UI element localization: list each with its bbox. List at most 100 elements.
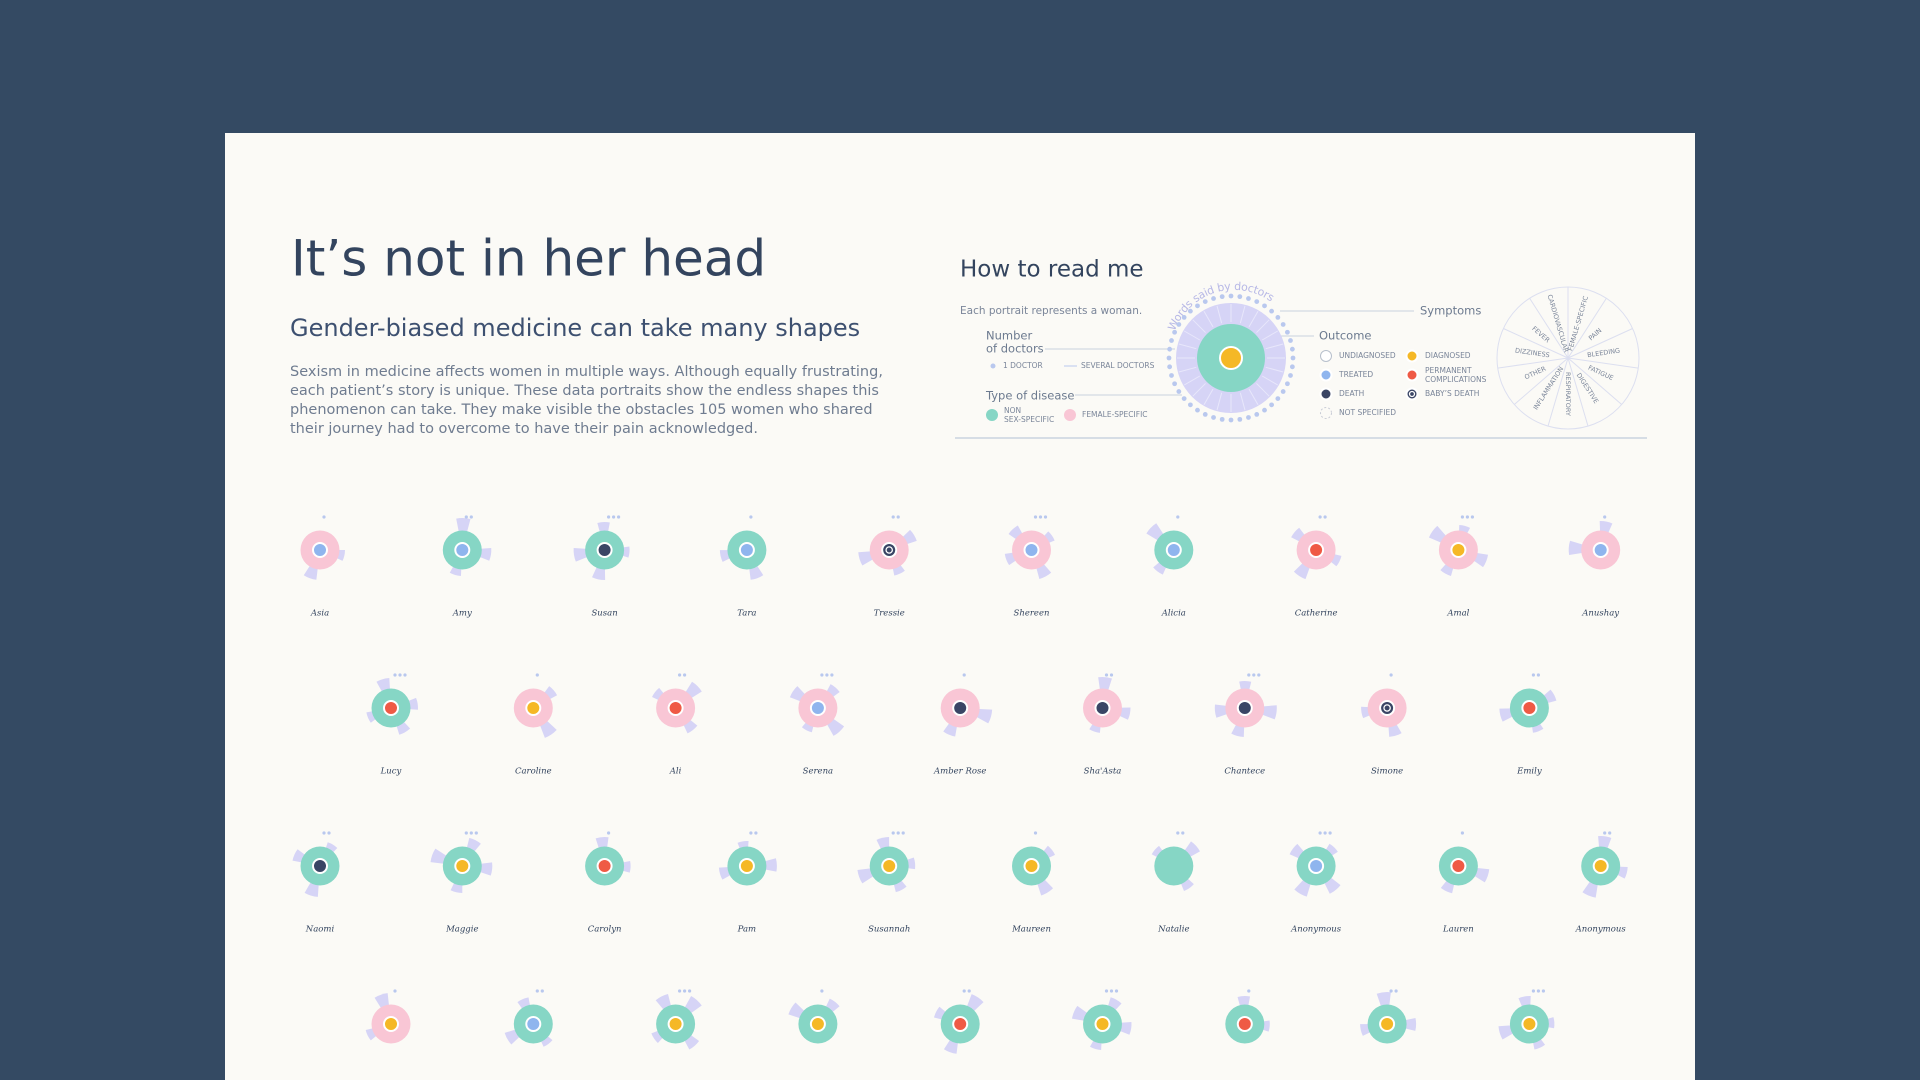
doctor-dot [1195, 407, 1200, 413]
doctor-dot [1290, 355, 1296, 361]
outcome-label: PERMANENT [1425, 366, 1472, 375]
doctor-dot [1531, 673, 1535, 677]
symptom-tick [1256, 383, 1270, 397]
outcome-marker [596, 858, 613, 874]
symptom-tick [1203, 310, 1214, 328]
outcome-marker [383, 1016, 399, 1032]
doctor-dot [1172, 329, 1178, 335]
outcome-marker [1308, 542, 1325, 558]
doctor-dot [1172, 381, 1178, 387]
doctor-dot [1176, 831, 1180, 835]
symptom-spoke [1567, 357, 1622, 405]
symptom-tick [1216, 305, 1223, 324]
doctor-dot [1389, 673, 1393, 677]
outcome-marker [1094, 700, 1111, 716]
symptom-spoke [1497, 357, 1569, 369]
doctor-dot [1167, 346, 1173, 352]
doctor-dot [1211, 296, 1216, 301]
symptom-label: RESPIRATORY [1564, 372, 1572, 416]
doctor-dot [1252, 673, 1256, 677]
portrait: Simone [1361, 673, 1407, 777]
outcome-marker [1165, 542, 1182, 558]
portrait-name: Anonymous [1290, 925, 1342, 935]
portrait: Chantece [1214, 673, 1277, 777]
outcome-marker [881, 858, 898, 874]
doctor-dot [1043, 515, 1048, 519]
portrait-name: Maggie [445, 925, 478, 935]
doctor-dot [1166, 355, 1172, 361]
symptom-tick [1248, 310, 1259, 328]
doctors-label: Number [986, 329, 1032, 343]
portrait [788, 989, 840, 1044]
outcome-label: Outcome [1319, 329, 1372, 343]
portrait: Amber Rose [933, 673, 993, 777]
outcome-marker [1308, 858, 1325, 874]
doctor-dot [830, 673, 834, 677]
intro-line: their journey had to overcome to have th… [290, 421, 758, 437]
disease-swatch [986, 409, 998, 421]
outcome-marker [383, 700, 399, 716]
doctor-dot [1247, 989, 1251, 993]
portrait: Anonymous [1289, 831, 1342, 935]
doctor-dot [1176, 515, 1180, 519]
portrait-name: Amber Rose [933, 767, 986, 777]
outcome-marker [1320, 407, 1332, 419]
doctor-dot [1181, 314, 1187, 320]
portrait [1360, 989, 1417, 1044]
doctor-dot [1247, 673, 1251, 677]
doctor-dot [962, 673, 966, 677]
outcome-marker [1592, 858, 1609, 874]
portrait-name: Chantece [1224, 767, 1265, 777]
portrait: Anushay [1568, 515, 1621, 619]
doctor-dot [1195, 303, 1200, 309]
portrait-name: Anushay [1581, 609, 1619, 619]
symptom-tick [1265, 343, 1284, 350]
doctor-dot [896, 515, 900, 519]
outcome-marker [1219, 346, 1243, 370]
doctor-dot [1275, 396, 1281, 402]
doctor-dot [1211, 415, 1216, 420]
doctor-dot [1541, 989, 1545, 993]
portrait-name: Naomi [305, 925, 335, 935]
disease-swatch [1064, 409, 1076, 421]
doctor-dot [1608, 831, 1612, 835]
doctor-dot [1389, 989, 1393, 993]
outcome-label: UNDIAGNOSED [1339, 351, 1396, 360]
doctor-dot [1038, 515, 1043, 519]
doctor-dot [535, 989, 539, 993]
portrait-name: Tara [737, 609, 756, 619]
doctor-dot [901, 831, 905, 835]
doctor-dot [749, 515, 753, 519]
doctor-dot [678, 989, 682, 993]
portrait-name: Sha'Asta [1084, 767, 1122, 777]
doctor-dot [398, 673, 402, 677]
outcome-marker [738, 858, 755, 874]
doctor-dot [1257, 673, 1261, 677]
portrait: Caroline [513, 673, 558, 777]
portrait: Shereen [1004, 515, 1055, 619]
symptom-spoke [1567, 298, 1607, 359]
disease-label: NON [1004, 406, 1021, 415]
portrait: Natalie [1151, 831, 1200, 935]
doctor-dot [1176, 322, 1182, 327]
doctor-dot [607, 831, 611, 835]
symptom-tick [1216, 392, 1223, 411]
outcome-marker [1379, 700, 1396, 716]
portrait-name: Lauren [1442, 925, 1474, 935]
portrait-name: Carolyn [588, 925, 622, 935]
outcome-marker [1236, 700, 1253, 716]
outcome-marker [1521, 700, 1538, 716]
outcome-label: NOT SPECIFIED [1339, 408, 1396, 417]
doctor-dot [1328, 831, 1332, 835]
doctor-dot [749, 831, 753, 835]
doctor-dot [1104, 673, 1109, 677]
doctor-dot [1531, 989, 1535, 993]
outcome-marker [667, 700, 684, 716]
doctor-dot [1237, 416, 1243, 422]
doctor-dot [1460, 831, 1464, 835]
outcome-marker [1405, 368, 1419, 382]
portrait [1225, 989, 1270, 1044]
doctor-dot [1269, 402, 1275, 408]
